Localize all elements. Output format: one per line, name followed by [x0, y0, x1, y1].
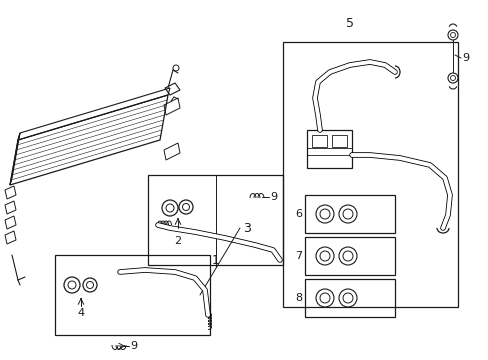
Bar [55, 255, 209, 335]
Text: 2: 2 [174, 236, 181, 246]
Text: 9: 9 [130, 341, 137, 351]
Bar [148, 175, 283, 265]
Text: 4: 4 [77, 308, 84, 318]
Text: 1: 1 [212, 254, 220, 267]
Bar [305, 195, 394, 233]
Bar [283, 42, 457, 307]
Text: 3: 3 [243, 221, 250, 234]
Bar [331, 135, 346, 147]
Bar [305, 237, 394, 275]
Bar [311, 135, 326, 147]
Bar [305, 279, 394, 317]
Text: 9: 9 [461, 53, 468, 63]
Text: 9: 9 [269, 192, 277, 202]
Text: 7: 7 [294, 251, 302, 261]
Bar [306, 130, 351, 168]
Text: 5: 5 [346, 17, 353, 30]
Text: 6: 6 [294, 209, 302, 219]
Text: 8: 8 [294, 293, 302, 303]
